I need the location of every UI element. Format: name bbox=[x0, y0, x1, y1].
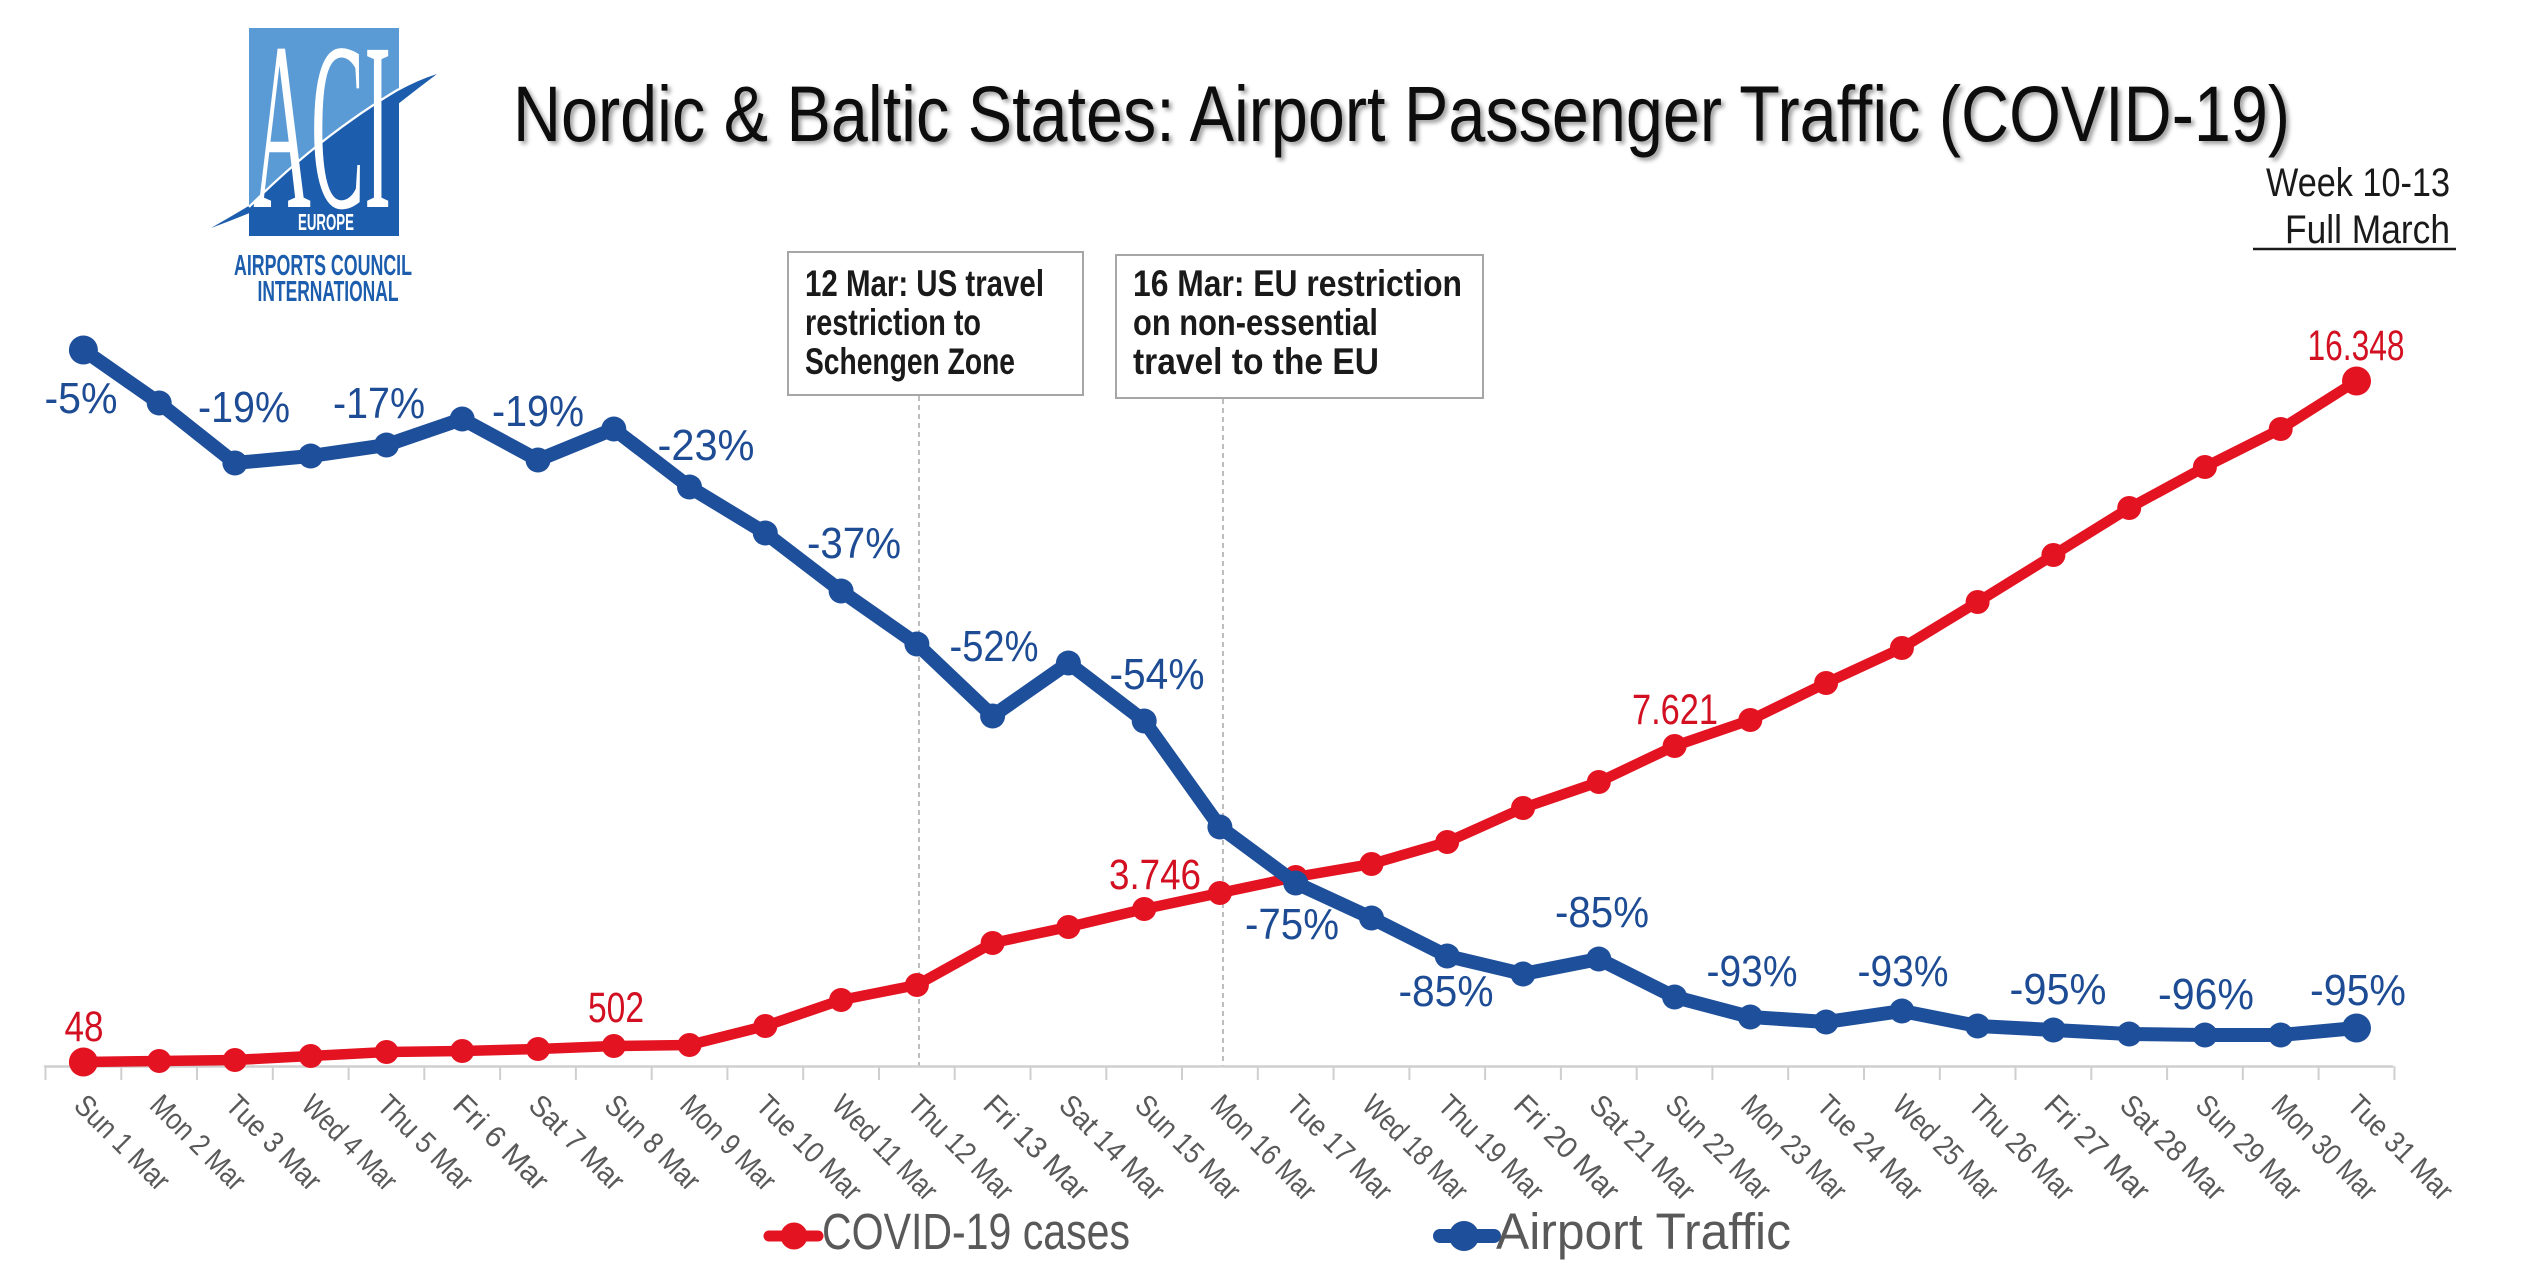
svg-text:-19%: -19% bbox=[492, 387, 584, 436]
svg-text:-95%: -95% bbox=[2310, 966, 2406, 1015]
svg-text:16 Mar: EU restriction: 16 Mar: EU restriction bbox=[1133, 263, 1462, 304]
svg-text:ACI: ACI bbox=[253, 0, 391, 259]
svg-text:travel to the EU: travel to the EU bbox=[1133, 341, 1379, 382]
svg-text:502: 502 bbox=[588, 984, 644, 1032]
svg-text:on non-essential: on non-essential bbox=[1133, 302, 1378, 343]
svg-text:-23%: -23% bbox=[658, 421, 755, 470]
svg-text:COVID-19 cases: COVID-19 cases bbox=[822, 1203, 1130, 1260]
svg-text:Airport Traffic: Airport Traffic bbox=[1496, 1203, 1791, 1260]
svg-text:Nordic & Baltic States: Airpor: Nordic & Baltic States: Airport Passenge… bbox=[513, 69, 2290, 158]
svg-text:-54%: -54% bbox=[1110, 650, 1205, 699]
svg-text:Full March: Full March bbox=[2285, 208, 2450, 252]
svg-text:-96%: -96% bbox=[2158, 970, 2254, 1019]
svg-text:INTERNATIONAL: INTERNATIONAL bbox=[258, 276, 399, 308]
svg-text:-93%: -93% bbox=[1858, 947, 1949, 996]
svg-text:EUROPE: EUROPE bbox=[298, 209, 354, 235]
svg-text:Week 10-13: Week 10-13 bbox=[2266, 161, 2450, 205]
svg-text:12 Mar: US travel: 12 Mar: US travel bbox=[805, 263, 1044, 304]
svg-text:Schengen Zone: Schengen Zone bbox=[805, 341, 1015, 382]
svg-text:-17%: -17% bbox=[333, 379, 425, 428]
svg-text:-75%: -75% bbox=[1245, 900, 1339, 949]
svg-text:-52%: -52% bbox=[950, 622, 1039, 671]
svg-text:-93%: -93% bbox=[1707, 947, 1798, 996]
svg-text:-85%: -85% bbox=[1399, 967, 1494, 1016]
svg-text:-5%: -5% bbox=[45, 374, 118, 423]
svg-text:3.746: 3.746 bbox=[1109, 851, 1201, 899]
svg-text:48: 48 bbox=[65, 1003, 104, 1051]
svg-text:7.621: 7.621 bbox=[1632, 686, 1718, 734]
svg-text:-85%: -85% bbox=[1555, 888, 1649, 937]
svg-text:AIRPORTS COUNCIL: AIRPORTS COUNCIL bbox=[234, 250, 412, 282]
svg-text:restriction to: restriction to bbox=[805, 302, 981, 343]
svg-text:16.348: 16.348 bbox=[2308, 322, 2405, 370]
svg-text:-19%: -19% bbox=[198, 383, 290, 432]
svg-text:-37%: -37% bbox=[807, 519, 901, 568]
svg-text:-95%: -95% bbox=[2010, 965, 2107, 1014]
